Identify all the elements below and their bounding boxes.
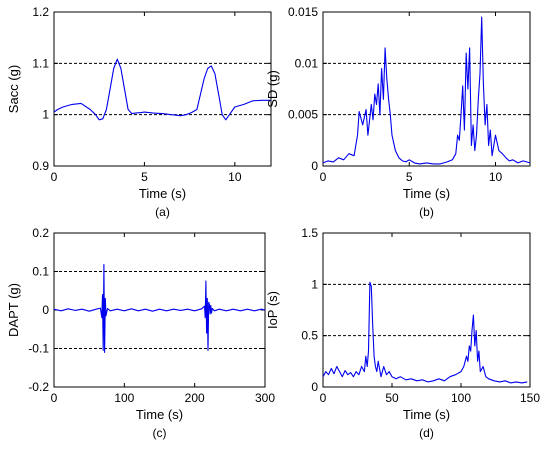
- plot-frame: [53, 11, 272, 167]
- y-tick-label: 1.1: [32, 56, 49, 70]
- x-tick-label: 300: [255, 391, 275, 405]
- series-line: [53, 58, 271, 121]
- x-tick-label: 0: [51, 391, 58, 405]
- chart-c: 0 100 200 300 -0.2 -0.1 0 0.1 0.2 Time (s) DAPT (g…: [6, 226, 275, 440]
- x-axis-label: Time (s): [403, 186, 450, 201]
- y-tick-label: 0.5: [301, 329, 318, 343]
- y-tick-label: 0.9: [32, 159, 49, 173]
- panel-caption: (b): [419, 205, 434, 219]
- x-tick-label: 0: [320, 391, 327, 405]
- y-tick-label: 0.01: [295, 56, 319, 70]
- x-tick-label: 50: [385, 391, 399, 405]
- y-axis-label: DAPT (g): [6, 283, 21, 337]
- x-tick-label: 0: [51, 170, 58, 184]
- chart-d: 0 50 100 150 0 0.5 1 1.5 Time (s) IoP (s) (d): [265, 226, 540, 440]
- x-tick-label: 100: [451, 391, 471, 405]
- y-tick-label: 0.1: [32, 265, 49, 279]
- y-tick-label: 0.2: [32, 226, 49, 240]
- x-tick-label: 5: [406, 170, 413, 184]
- y-tick-label: 0: [42, 303, 49, 317]
- y-axis-label: IoP (s): [265, 291, 280, 329]
- y-tick-label: -0.1: [28, 342, 49, 356]
- x-tick-label: 150: [520, 391, 540, 405]
- y-axis-label: Sacc (g): [6, 65, 21, 113]
- x-axis-label: Time (s): [136, 407, 183, 422]
- x-tick-label: 200: [185, 391, 205, 405]
- chart-b: 0 5 10 0 0.005 0.01 0.015 Time (s) SD (g) (b): [265, 5, 531, 219]
- plot-frame: [322, 11, 531, 167]
- panel-caption: (d): [419, 426, 434, 440]
- y-tick-label: -0.2: [28, 380, 49, 394]
- chart-a: 0 5 10 0.9 1 1.1 1.2 Time (s) Sacc (g) (a): [6, 5, 272, 219]
- x-axis-label: Time (s): [139, 186, 186, 201]
- x-tick-label: 10: [228, 170, 242, 184]
- x-tick-label: 5: [141, 170, 148, 184]
- plot-frame: [322, 232, 531, 388]
- y-tick-label: 1: [311, 277, 318, 291]
- y-tick-label: 0: [311, 159, 318, 173]
- y-tick-label: 0.015: [288, 5, 318, 19]
- series-line: [53, 264, 266, 353]
- x-axis-label: Time (s): [403, 407, 450, 422]
- x-tick-label: 0: [320, 170, 327, 184]
- series-line: [322, 16, 531, 165]
- y-tick-label: 1: [42, 108, 49, 122]
- panel-caption: (c): [153, 426, 167, 440]
- x-tick-label: 10: [489, 170, 503, 184]
- y-tick-label: 1.2: [32, 5, 49, 19]
- series-line: [322, 281, 528, 384]
- y-axis-label: SD (g): [265, 70, 280, 108]
- x-tick-label: 100: [114, 391, 134, 405]
- y-tick-label: 0.005: [288, 108, 318, 122]
- y-tick-label: 1.5: [301, 226, 318, 240]
- panel-caption: (a): [155, 205, 170, 219]
- y-tick-label: 0: [311, 380, 318, 394]
